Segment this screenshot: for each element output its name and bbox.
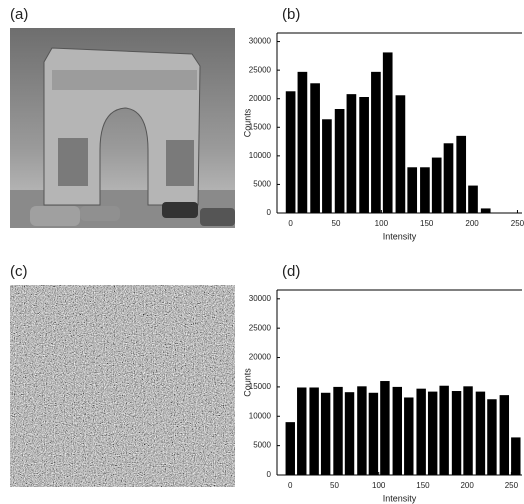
bar bbox=[439, 386, 448, 475]
y-tick-label: 20000 bbox=[249, 353, 272, 362]
x-tick-label: 200 bbox=[460, 481, 474, 490]
bar bbox=[432, 158, 442, 213]
y-axis-label: Counts bbox=[242, 368, 252, 397]
bar bbox=[463, 386, 472, 475]
figure: (a) (b) (c) (d) 050001000015000200002500… bbox=[0, 0, 524, 504]
bar bbox=[396, 95, 406, 213]
bar bbox=[298, 72, 308, 213]
bar bbox=[500, 395, 509, 475]
y-tick-label: 30000 bbox=[249, 294, 272, 303]
y-tick-label: 5000 bbox=[253, 180, 271, 189]
x-tick-label: 250 bbox=[505, 481, 519, 490]
x-tick-label: 150 bbox=[420, 219, 434, 228]
y-tick-label: 0 bbox=[267, 208, 272, 217]
bar bbox=[297, 387, 306, 475]
bar bbox=[404, 397, 413, 475]
bar bbox=[357, 386, 366, 475]
x-tick-label: 0 bbox=[288, 219, 293, 228]
y-tick-label: 20000 bbox=[249, 94, 272, 103]
bar bbox=[407, 167, 417, 213]
y-axis-label: Counts bbox=[242, 108, 252, 137]
bar bbox=[456, 136, 466, 213]
bar bbox=[444, 143, 454, 213]
x-tick-label: 0 bbox=[288, 481, 293, 490]
panel-label: (a) bbox=[10, 6, 28, 23]
bar bbox=[333, 387, 342, 475]
bar bbox=[487, 399, 496, 475]
x-tick-label: 100 bbox=[375, 219, 389, 228]
y-tick-label: 0 bbox=[267, 470, 272, 479]
x-tick-label: 250 bbox=[511, 219, 524, 228]
bar bbox=[347, 94, 357, 213]
bar bbox=[359, 97, 369, 213]
y-tick-label: 5000 bbox=[253, 441, 271, 450]
bar bbox=[286, 422, 295, 475]
noise-image bbox=[10, 285, 235, 487]
panel-label: (d) bbox=[282, 263, 300, 280]
y-tick-label: 25000 bbox=[249, 323, 272, 332]
bar bbox=[369, 393, 378, 475]
bar bbox=[345, 392, 354, 475]
bar bbox=[321, 393, 330, 475]
bar bbox=[380, 381, 389, 475]
x-tick-label: 100 bbox=[372, 481, 386, 490]
bar bbox=[416, 389, 425, 475]
bar bbox=[476, 392, 485, 475]
bar bbox=[511, 437, 520, 475]
bar bbox=[468, 186, 478, 213]
bar bbox=[393, 387, 402, 475]
page: (a) (b) (c) (d) 050001000015000200002500… bbox=[0, 0, 524, 504]
bar bbox=[371, 72, 381, 213]
x-axis-label: Intensity bbox=[383, 493, 417, 503]
bar bbox=[481, 208, 491, 213]
bar bbox=[322, 119, 332, 213]
x-tick-label: 200 bbox=[465, 219, 479, 228]
bar bbox=[452, 391, 461, 475]
x-tick-label: 50 bbox=[330, 481, 339, 490]
y-tick-label: 30000 bbox=[249, 37, 272, 46]
bar bbox=[310, 83, 320, 213]
x-tick-label: 50 bbox=[332, 219, 341, 228]
x-axis-label: Intensity bbox=[383, 231, 417, 241]
y-tick-label: 10000 bbox=[249, 411, 272, 420]
bar bbox=[420, 167, 430, 213]
bar bbox=[428, 392, 437, 475]
x-tick-label: 150 bbox=[416, 481, 430, 490]
bar bbox=[335, 109, 345, 213]
photo bbox=[10, 28, 235, 228]
y-tick-label: 10000 bbox=[249, 151, 272, 160]
panel-label: (b) bbox=[282, 6, 300, 23]
bar bbox=[286, 91, 296, 213]
y-tick-label: 25000 bbox=[249, 65, 272, 74]
bar bbox=[383, 52, 393, 213]
bar bbox=[309, 387, 318, 475]
panel-label: (c) bbox=[10, 263, 28, 280]
